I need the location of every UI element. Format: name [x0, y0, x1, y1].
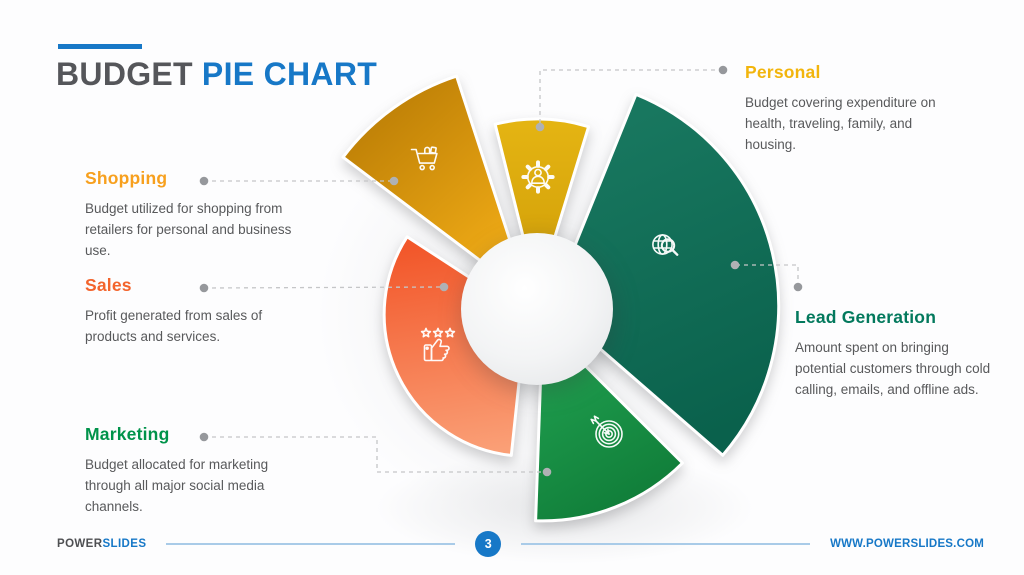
segment-title-personal: Personal: [745, 62, 821, 82]
logo-primary: POWER: [57, 538, 103, 550]
segment-label-sales: Sales Profit generated from sales of prod…: [85, 275, 307, 347]
segment-description-lead_generation: Amount spent on bringing potential custo…: [795, 340, 991, 397]
segment-label-marketing: Marketing Budget allocated for marketing …: [85, 424, 295, 517]
segment-label-lead_generation: Lead Generation Amount spent on bringing …: [795, 307, 1000, 400]
segment-title-sales: Sales: [85, 275, 132, 295]
title-accent: PIE CHART: [201, 56, 378, 92]
connector-dot: [439, 282, 449, 292]
segment-title-shopping: Shopping: [85, 168, 168, 188]
thumbs-up-stars-icon: [420, 327, 456, 362]
connector-personal: [535, 65, 728, 132]
connector-marketing: [199, 432, 552, 477]
shopping-cart-icon: [410, 146, 438, 171]
segment-description-personal: Budget covering expenditure on health, t…: [745, 95, 936, 152]
pie-segment-personal: [493, 117, 591, 296]
segment-title-marketing: Marketing: [85, 424, 170, 444]
segment-label-personal: Personal Budget covering expenditure on h…: [745, 62, 950, 155]
segment-description-shopping: Budget utilized for shopping from retail…: [85, 201, 292, 258]
connector-dot: [535, 122, 545, 132]
title-accent-bar: [58, 44, 142, 49]
connector-dot: [793, 282, 803, 292]
website-link[interactable]: WWW.POWERSLIDES.COM: [830, 538, 985, 550]
logo-secondary: SLIDES: [102, 538, 147, 550]
connector-dot: [199, 176, 209, 186]
connector-lead_generation: [730, 260, 803, 292]
target-arrow-icon: [590, 415, 623, 448]
connector-shopping: [199, 176, 399, 186]
segment-title-lead_generation: Lead Generation: [795, 307, 937, 327]
pie-segment-shopping: [341, 74, 530, 299]
connector-sales: [199, 282, 449, 293]
footer-divider-left: [166, 543, 456, 545]
page-title: BUDGET PIE CHART: [56, 56, 377, 93]
segment-description-sales: Profit generated from sales of products …: [85, 308, 263, 344]
title-prefix: BUDGET: [56, 56, 193, 92]
page-number-badge: 3: [475, 531, 502, 557]
page-number: 3: [484, 537, 492, 551]
connector-dot: [389, 176, 399, 186]
segment-label-shopping: Shopping Budget utilized for shopping fro…: [85, 168, 307, 261]
gear-user-icon: [521, 160, 555, 194]
segment-description-marketing: Budget allocated for marketing through a…: [85, 457, 269, 514]
connector-dot: [199, 283, 209, 293]
pie-center-circle: [461, 233, 613, 385]
footer-divider-right: [521, 543, 811, 545]
connector-dot: [718, 65, 728, 75]
powerslides-logo[interactable]: POWERSLIDES: [57, 538, 146, 550]
connector-dot: [542, 467, 552, 477]
pie-segment-lead_generation: [549, 92, 781, 457]
connector-dot: [199, 432, 209, 442]
connector-dot: [730, 260, 740, 270]
footer: POWERSLIDES 3 WWW.POWERSLIDES.COM: [57, 531, 984, 557]
globe-search-icon: [652, 234, 679, 256]
